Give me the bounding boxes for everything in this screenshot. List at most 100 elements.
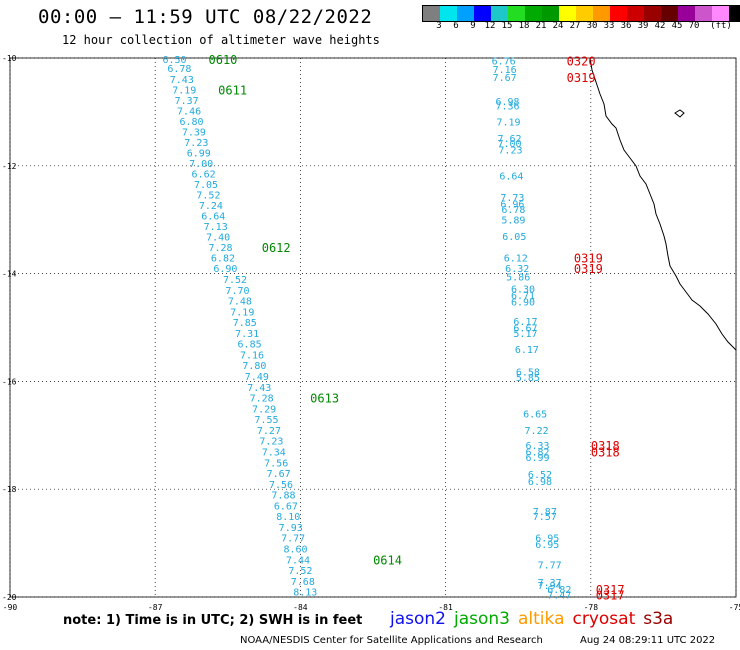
x-tick-label: -84 bbox=[293, 603, 308, 612]
pass-time-label: 0317 bbox=[596, 588, 625, 602]
wave-height-label: 7.22 bbox=[525, 426, 549, 437]
wave-height-label: 7.40 bbox=[206, 232, 230, 243]
wave-height-label: 7.56 bbox=[269, 480, 293, 491]
wave-height-label: 7.31 bbox=[235, 329, 259, 340]
y-tick-label: -12 bbox=[2, 162, 17, 171]
pass-time-label: 0318 bbox=[591, 439, 620, 453]
wave-height-label: 8.60 bbox=[284, 544, 308, 555]
wave-height-label: 6.96 bbox=[500, 200, 524, 211]
wave-height-label: 7.34 bbox=[262, 447, 286, 458]
colorbar-swatch bbox=[576, 6, 593, 21]
colorbar-label: 18 bbox=[518, 21, 530, 31]
colorbar-swatch bbox=[712, 6, 729, 21]
island-outline bbox=[674, 109, 685, 118]
colorbar-label: 70 bbox=[688, 21, 700, 31]
wave-height-label: 6.64 bbox=[499, 172, 523, 183]
wave-height-label: 5.85 bbox=[516, 373, 540, 384]
wave-height-label: 7.39 bbox=[182, 127, 206, 138]
colorbar-label: 6 bbox=[453, 21, 459, 31]
pass-time-label: 0319 bbox=[574, 251, 603, 265]
colorbar bbox=[422, 5, 740, 22]
wave-height-label: 7.56 bbox=[264, 458, 288, 469]
colorbar-label: 36 bbox=[620, 21, 632, 31]
colorbar-swatch bbox=[440, 6, 457, 21]
wave-height-label: 7.62 bbox=[497, 134, 521, 145]
wave-height-label: 7.67 bbox=[493, 73, 517, 84]
y-tick-label: -20 bbox=[2, 593, 17, 602]
wave-height-label: 6.82 bbox=[526, 447, 550, 458]
wave-height-label: 6.17 bbox=[513, 317, 537, 328]
wave-height-label: 7.49 bbox=[245, 372, 269, 383]
wave-height-label: 7.48 bbox=[228, 297, 252, 308]
wave-height-label: 7.85 bbox=[233, 318, 257, 329]
colorbar-swatch bbox=[644, 6, 661, 21]
wave-height-label: 7.73 bbox=[500, 193, 524, 204]
wave-height-label: 7.16 bbox=[493, 65, 517, 76]
wave-height-label: 7.94 bbox=[538, 581, 562, 592]
map-subtitle: 12 hour collection of altimeter wave hei… bbox=[62, 33, 380, 47]
wave-height-label: 7.19 bbox=[496, 118, 520, 129]
wave-height-label: 7.43 bbox=[247, 383, 271, 394]
colorbar-labels: 3 6 9 12 15 18 21 24 27 30 33 36 39 42 45 70 (ft) bbox=[422, 21, 732, 33]
wave-height-label: 6.95 bbox=[535, 534, 559, 545]
wave-height-label: 6.80 bbox=[179, 117, 203, 128]
map-frame bbox=[9, 57, 737, 598]
colorbar-swatch bbox=[542, 6, 559, 21]
wave-height-label: 7.19 bbox=[230, 307, 254, 318]
y-tick-label: -18 bbox=[2, 485, 17, 494]
wave-height-label: 7.36 bbox=[496, 101, 520, 112]
pass-time-label: 0612 bbox=[262, 241, 291, 255]
legend-item-s3a: s3a bbox=[643, 609, 674, 629]
generated-timestamp: Aug 24 08:29:11 UTC 2022 bbox=[580, 635, 716, 646]
wave-height-label: 6.99 bbox=[526, 453, 550, 464]
credit-text: NOAA/NESDIS Center for Satellite Applica… bbox=[240, 635, 543, 646]
colorbar-swatch bbox=[423, 6, 440, 21]
wave-height-label: 6.64 bbox=[201, 211, 225, 222]
wave-height-label: 7.23 bbox=[259, 437, 283, 448]
satellite-legend: jason2 jason3 altika cryosat s3a bbox=[390, 609, 681, 629]
colorbar-swatch bbox=[627, 6, 644, 21]
wave-height-label: 6.12 bbox=[504, 253, 528, 264]
wave-height-label: 7.13 bbox=[204, 222, 228, 233]
legend-item-altika: altika bbox=[518, 609, 565, 629]
wave-height-label: 7.87 bbox=[533, 507, 557, 518]
wave-height-label: 6.58 bbox=[516, 368, 540, 379]
colorbar-swatch bbox=[678, 6, 695, 21]
wave-height-label: 7.28 bbox=[250, 394, 274, 405]
pass-time-label: 0318 bbox=[591, 445, 620, 459]
colorbar-label: 3 bbox=[436, 21, 442, 31]
x-tick-label: -87 bbox=[148, 603, 163, 612]
colorbar-swatch bbox=[695, 6, 712, 21]
wave-height-label: 7.80 bbox=[242, 361, 266, 372]
note-text: note: 1) Time is in UTC; 2) SWH is in fe… bbox=[63, 613, 363, 628]
wave-height-label: 6.67 bbox=[513, 324, 537, 335]
pass-time-label: 0317 bbox=[596, 583, 625, 597]
y-tick-label: -14 bbox=[2, 270, 17, 279]
axis-labels: -90 -87 -84 -81 -78 -75 -10 -12 -14 -16 -18 -20 bbox=[2, 54, 740, 612]
colorbar-label: 24 bbox=[552, 21, 564, 31]
colorbar-swatch bbox=[474, 6, 491, 21]
colorbar-swatch bbox=[525, 6, 542, 21]
wave-height-label: 7.27 bbox=[257, 426, 281, 437]
wave-height-label: 6.62 bbox=[192, 169, 216, 180]
wave-height-label: 7.24 bbox=[199, 201, 223, 212]
wave-height-label: 7.52 bbox=[223, 275, 247, 286]
colorbar-label: 30 bbox=[586, 21, 598, 31]
wave-height-label: 6.65 bbox=[523, 410, 547, 421]
wave-height-label: 6.50 bbox=[163, 55, 187, 66]
colorbar-label: 12 bbox=[484, 21, 496, 31]
colorbar-swatch bbox=[729, 6, 740, 21]
x-tick-label: -81 bbox=[438, 603, 453, 612]
colorbar-label: 42 bbox=[654, 21, 666, 31]
wave-height-label: 6.71 bbox=[511, 291, 535, 302]
wave-height-label: 7.93 bbox=[279, 523, 303, 534]
wave-height-label: 7.47 bbox=[547, 590, 571, 601]
wave-height-label: 6.85 bbox=[238, 340, 262, 351]
wave-height-label: 7.57 bbox=[533, 512, 557, 523]
wave-height-label: 7.70 bbox=[225, 286, 249, 297]
wave-height-label: 7.37 bbox=[538, 578, 562, 589]
wave-height-label: 6.90 bbox=[511, 298, 535, 309]
wave-height-label: 7.05 bbox=[194, 180, 218, 191]
pass-time-label: 0611 bbox=[218, 83, 247, 97]
